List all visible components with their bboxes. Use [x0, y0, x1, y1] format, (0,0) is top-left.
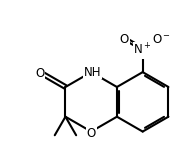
Text: O: O — [87, 127, 96, 140]
Text: N$^+$: N$^+$ — [133, 43, 152, 58]
Text: O: O — [35, 67, 44, 80]
Text: O$^-$: O$^-$ — [152, 33, 171, 46]
Text: O: O — [120, 33, 129, 46]
Text: NH: NH — [84, 66, 101, 79]
